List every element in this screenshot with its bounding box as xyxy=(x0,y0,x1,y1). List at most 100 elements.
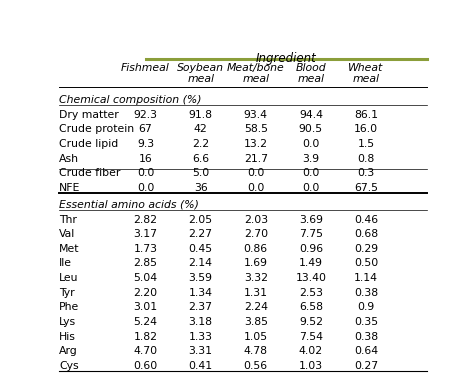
Text: 94.4: 94.4 xyxy=(299,110,323,120)
Text: 0.9: 0.9 xyxy=(357,303,374,313)
Text: 2.14: 2.14 xyxy=(189,258,213,269)
Text: 91.8: 91.8 xyxy=(189,110,213,120)
Text: 5.24: 5.24 xyxy=(134,317,157,327)
Text: 2.53: 2.53 xyxy=(299,288,323,298)
Text: His: His xyxy=(59,332,76,342)
Text: 1.5: 1.5 xyxy=(357,139,374,149)
Text: 1.03: 1.03 xyxy=(299,361,323,371)
Text: 1.73: 1.73 xyxy=(134,244,157,254)
Text: 3.01: 3.01 xyxy=(134,303,158,313)
Text: Crude fiber: Crude fiber xyxy=(59,168,120,178)
Text: 13.40: 13.40 xyxy=(295,273,327,283)
Text: 2.85: 2.85 xyxy=(134,258,157,269)
Text: Fishmeal: Fishmeal xyxy=(121,63,170,73)
Text: 1.33: 1.33 xyxy=(189,332,213,342)
Text: 13.2: 13.2 xyxy=(244,139,268,149)
Text: 5.0: 5.0 xyxy=(192,168,210,178)
Text: 0.68: 0.68 xyxy=(354,229,378,239)
Text: 6.6: 6.6 xyxy=(192,154,209,164)
Text: Ile: Ile xyxy=(59,258,72,269)
Text: Leu: Leu xyxy=(59,273,79,283)
Text: 2.20: 2.20 xyxy=(134,288,158,298)
Text: 1.49: 1.49 xyxy=(299,258,323,269)
Text: 90.5: 90.5 xyxy=(299,125,323,134)
Text: 42: 42 xyxy=(194,125,208,134)
Text: 3.9: 3.9 xyxy=(302,154,319,164)
Text: 0.35: 0.35 xyxy=(354,317,378,327)
Text: 58.5: 58.5 xyxy=(244,125,268,134)
Text: Met: Met xyxy=(59,244,80,254)
Text: Ingredient: Ingredient xyxy=(255,52,317,65)
Text: 0.8: 0.8 xyxy=(357,154,374,164)
Text: 0.86: 0.86 xyxy=(244,244,268,254)
Text: 21.7: 21.7 xyxy=(244,154,268,164)
Text: NFE: NFE xyxy=(59,183,81,193)
Text: 0.96: 0.96 xyxy=(299,244,323,254)
Text: 0.41: 0.41 xyxy=(189,361,213,371)
Text: Arg: Arg xyxy=(59,347,78,356)
Text: 6.58: 6.58 xyxy=(299,303,323,313)
Text: 0.0: 0.0 xyxy=(302,168,319,178)
Text: Crude lipid: Crude lipid xyxy=(59,139,118,149)
Text: 2.2: 2.2 xyxy=(192,139,209,149)
Text: 7.75: 7.75 xyxy=(299,229,323,239)
Text: 1.82: 1.82 xyxy=(134,332,157,342)
Text: 0.0: 0.0 xyxy=(247,183,264,193)
Text: 4.02: 4.02 xyxy=(299,347,323,356)
Text: Tyr: Tyr xyxy=(59,288,75,298)
Text: 9.52: 9.52 xyxy=(299,317,323,327)
Text: 3.17: 3.17 xyxy=(134,229,157,239)
Text: Blood
meal: Blood meal xyxy=(296,63,326,84)
Text: 3.69: 3.69 xyxy=(299,214,323,225)
Text: 0.0: 0.0 xyxy=(302,139,319,149)
Text: 2.37: 2.37 xyxy=(189,303,213,313)
Text: 0.38: 0.38 xyxy=(354,332,378,342)
Text: 3.85: 3.85 xyxy=(244,317,268,327)
Text: 2.82: 2.82 xyxy=(134,214,157,225)
Text: 0.0: 0.0 xyxy=(137,168,154,178)
Text: 4.70: 4.70 xyxy=(134,347,158,356)
Text: 0.64: 0.64 xyxy=(354,347,378,356)
Text: 3.32: 3.32 xyxy=(244,273,268,283)
Text: 2.27: 2.27 xyxy=(189,229,213,239)
Text: Essential amino acids (%): Essential amino acids (%) xyxy=(59,200,199,210)
Text: Lys: Lys xyxy=(59,317,76,327)
Text: 16.0: 16.0 xyxy=(354,125,378,134)
Text: 93.4: 93.4 xyxy=(244,110,268,120)
Text: Wheat
meal: Wheat meal xyxy=(348,63,383,84)
Text: 0.38: 0.38 xyxy=(354,288,378,298)
Text: 2.70: 2.70 xyxy=(244,229,268,239)
Text: Meat/bone
meal: Meat/bone meal xyxy=(227,63,285,84)
Text: 9.3: 9.3 xyxy=(137,139,154,149)
Text: 1.05: 1.05 xyxy=(244,332,268,342)
Text: Phe: Phe xyxy=(59,303,80,313)
Text: 3.31: 3.31 xyxy=(189,347,213,356)
Text: 0.60: 0.60 xyxy=(134,361,158,371)
Text: Thr: Thr xyxy=(59,214,77,225)
Text: Ash: Ash xyxy=(59,154,79,164)
Text: Crude protein: Crude protein xyxy=(59,125,134,134)
Text: 2.03: 2.03 xyxy=(244,214,268,225)
Text: Soybean
meal: Soybean meal xyxy=(177,63,224,84)
Text: 1.34: 1.34 xyxy=(189,288,213,298)
Text: 0.50: 0.50 xyxy=(354,258,378,269)
Text: 0.0: 0.0 xyxy=(302,183,319,193)
Text: 0.56: 0.56 xyxy=(244,361,268,371)
Text: 5.04: 5.04 xyxy=(134,273,158,283)
Text: 16: 16 xyxy=(139,154,153,164)
Text: 3.59: 3.59 xyxy=(189,273,213,283)
Text: Chemical composition (%): Chemical composition (%) xyxy=(59,95,202,105)
Text: 0.27: 0.27 xyxy=(354,361,378,371)
Text: 86.1: 86.1 xyxy=(354,110,378,120)
Text: 0.45: 0.45 xyxy=(189,244,213,254)
Text: 0.0: 0.0 xyxy=(247,168,264,178)
Text: 2.24: 2.24 xyxy=(244,303,268,313)
Text: 2.05: 2.05 xyxy=(189,214,213,225)
Text: 67: 67 xyxy=(139,125,153,134)
Text: 67.5: 67.5 xyxy=(354,183,378,193)
Text: 0.29: 0.29 xyxy=(354,244,378,254)
Text: 4.78: 4.78 xyxy=(244,347,268,356)
Text: 1.14: 1.14 xyxy=(354,273,378,283)
Text: 1.69: 1.69 xyxy=(244,258,268,269)
Text: 1.31: 1.31 xyxy=(244,288,268,298)
